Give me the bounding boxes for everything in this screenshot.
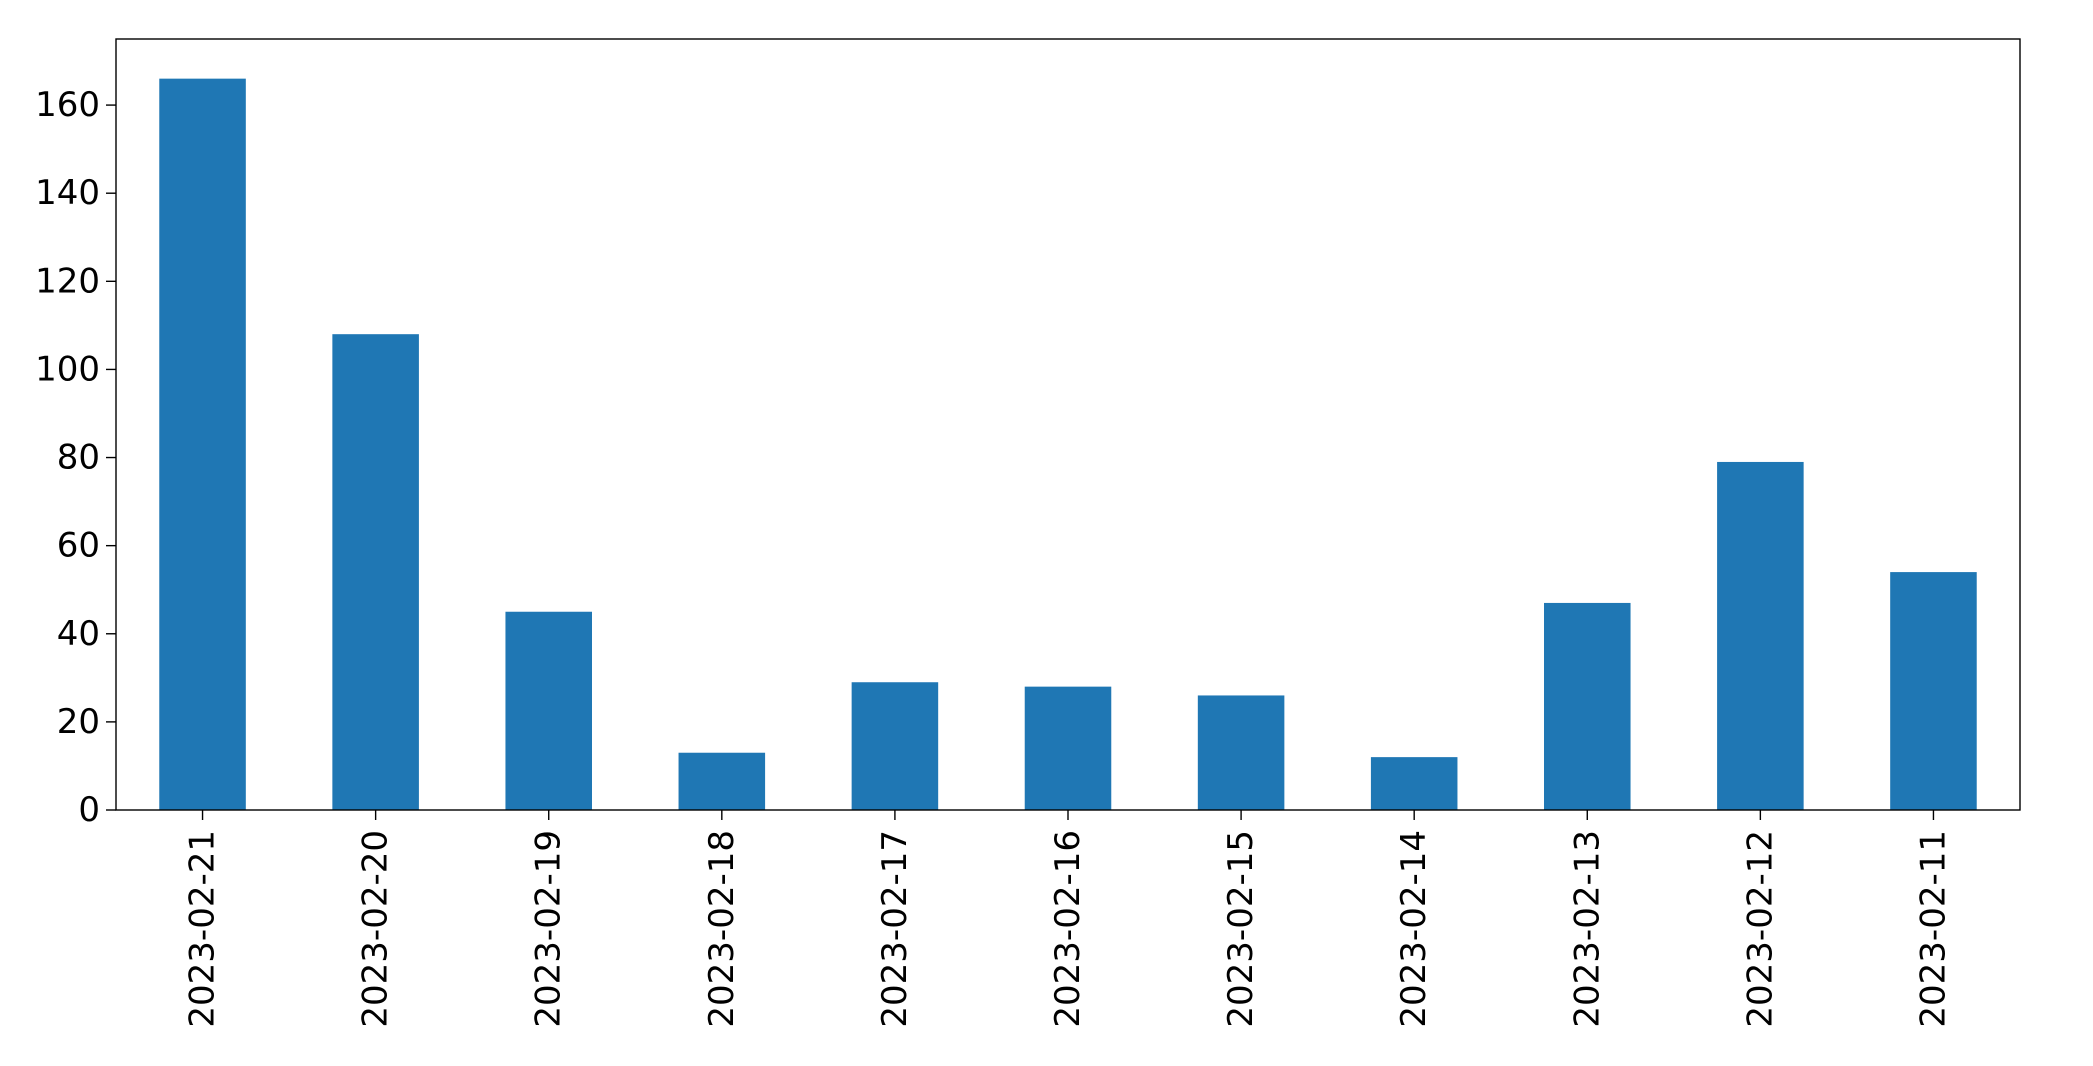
y-tick-label: 60: [57, 526, 100, 566]
x-tick-label: 2023-02-15: [1221, 830, 1261, 1028]
x-tick-label: 2023-02-18: [702, 830, 742, 1028]
x-tick-label: 2023-02-16: [1048, 830, 1088, 1028]
bar-2023-02-19: [505, 611, 592, 810]
y-tick-label: 100: [35, 349, 100, 389]
y-tick-label: 20: [57, 702, 100, 742]
bar-2023-02-18: [678, 752, 766, 810]
x-tick-label: 2023-02-20: [356, 830, 396, 1028]
bar-2023-02-15: [1197, 695, 1285, 810]
y-tick-label: 0: [78, 790, 100, 830]
y-tick-label: 160: [35, 85, 100, 125]
y-tick-label: 80: [57, 438, 100, 478]
bar-2023-02-16: [1024, 686, 1112, 810]
x-axis: 2023-02-21 2023-02-20 2023-02-19 2023-02-18…: [183, 810, 1953, 1028]
bar-2023-02-20: [332, 334, 419, 810]
y-tick-label: 120: [35, 261, 100, 301]
plot-frame: [115, 38, 2021, 811]
bar-2023-02-21: [159, 78, 246, 810]
y-tick-label: 40: [57, 614, 100, 654]
bar-2023-02-11: [1890, 572, 1977, 810]
x-tick-label: 2023-02-19: [529, 830, 569, 1028]
x-tick-label: 2023-02-11: [1913, 830, 1953, 1028]
y-axis: 0 20 40 60 80 100 120 140 160: [35, 85, 116, 830]
x-tick-label: 2023-02-14: [1394, 830, 1434, 1028]
x-tick-label: 2023-02-13: [1567, 830, 1607, 1028]
bar-layer: [159, 78, 1977, 810]
bar-2023-02-14: [1370, 757, 1458, 810]
x-tick-label: 2023-02-17: [875, 830, 915, 1028]
x-tick-label: 2023-02-21: [183, 830, 223, 1028]
bar-2023-02-17: [851, 682, 939, 810]
bar-2023-02-13: [1544, 602, 1631, 810]
y-tick-label: 140: [35, 173, 100, 213]
bar-2023-02-12: [1717, 461, 1804, 810]
x-tick-label: 2023-02-12: [1740, 830, 1780, 1028]
